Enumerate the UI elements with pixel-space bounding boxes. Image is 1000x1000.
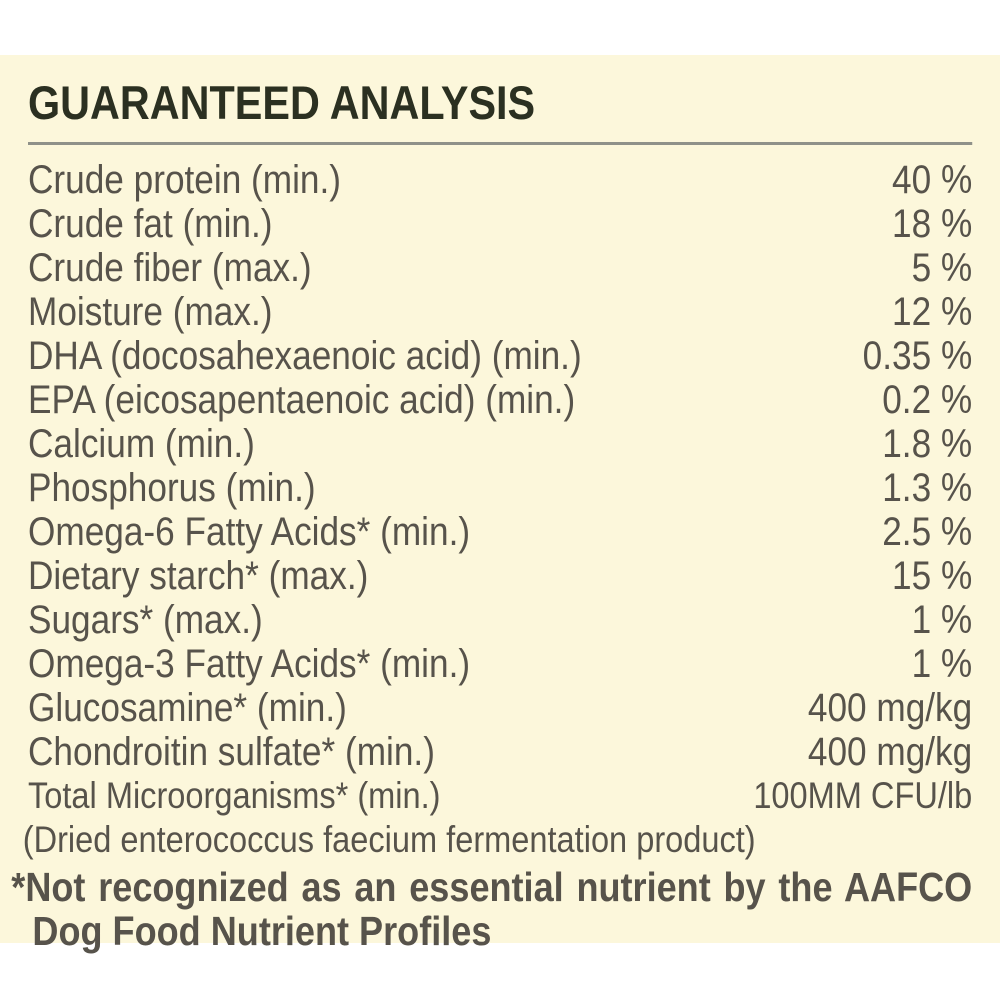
panel-content: GUARANTEED ANALYSIS Crude protein (min.)… bbox=[11, 55, 973, 953]
table-row: Glucosamine* (min.) 400 mg/kg bbox=[28, 686, 972, 730]
title-divider bbox=[28, 142, 973, 145]
nutrient-label: Omega-6 Fatty Acids* (min.) bbox=[28, 510, 471, 554]
nutrient-label: Crude fiber (max.) bbox=[28, 246, 312, 290]
nutrient-label: Omega-3 Fatty Acids* (min.) bbox=[28, 642, 471, 686]
nutrient-label: Calcium (min.) bbox=[28, 422, 255, 466]
nutrient-value: 40 % bbox=[892, 158, 973, 202]
table-row: Total Microorganisms* (min.) 100MM CFU/lb bbox=[28, 774, 972, 818]
aafco-footnote: *Not recognized as an essential nutrient… bbox=[11, 865, 972, 953]
nutrient-label: Sugars* (max.) bbox=[28, 598, 263, 642]
panel-title: GUARANTEED ANALYSIS bbox=[28, 76, 536, 129]
nutrient-value: 400 mg/kg bbox=[807, 730, 973, 774]
table-row: Omega-3 Fatty Acids* (min.) 1 % bbox=[28, 642, 972, 686]
table-row: Crude fat (min.) 18 % bbox=[28, 202, 972, 246]
nutrient-label: Total Microorganisms* (min.) bbox=[28, 775, 441, 816]
nutrient-value: 1.3 % bbox=[882, 466, 973, 510]
nutrient-value: 1.8 % bbox=[882, 422, 973, 466]
table-row: EPA (eicosapentaenoic acid) (min.) 0.2 % bbox=[28, 378, 972, 422]
nutrient-value: 15 % bbox=[892, 554, 973, 598]
table-row: Chondroitin sulfate* (min.) 400 mg/kg bbox=[28, 730, 972, 774]
nutrient-value: 0.2 % bbox=[882, 378, 973, 422]
footnote-line-1: *Not recognized as an essential nutrient… bbox=[11, 864, 973, 910]
nutrient-label: Crude fat (min.) bbox=[28, 202, 273, 246]
nutrient-value: 5 % bbox=[911, 246, 973, 290]
table-row: Phosphorus (min.) 1.3 % bbox=[28, 466, 972, 510]
microorganisms-source-note: (Dried enterococcus faecium fermentation… bbox=[22, 819, 756, 860]
nutrient-value: 12 % bbox=[892, 290, 973, 334]
nutrient-value: 1 % bbox=[911, 642, 973, 686]
nutrient-label: DHA (docosahexaenoic acid) (min.) bbox=[28, 334, 582, 378]
table-row: Sugars* (max.) 1 % bbox=[28, 598, 972, 642]
nutrient-value: 100MM CFU/lb bbox=[753, 775, 973, 816]
nutrient-label: Crude protein (min.) bbox=[28, 158, 342, 202]
nutrient-value: 400 mg/kg bbox=[807, 686, 973, 730]
nutrient-label: Phosphorus (min.) bbox=[28, 466, 316, 510]
table-row: Crude protein (min.) 40 % bbox=[28, 158, 972, 202]
guaranteed-analysis-panel: GUARANTEED ANALYSIS Crude protein (min.)… bbox=[0, 55, 1000, 953]
nutrient-label: Chondroitin sulfate* (min.) bbox=[28, 730, 435, 774]
table-row: Dietary starch* (max.) 15 % bbox=[28, 554, 972, 598]
nutrient-value: 1 % bbox=[911, 598, 973, 642]
table-row: DHA (docosahexaenoic acid) (min.) 0.35 % bbox=[28, 334, 972, 378]
table-row: Crude fiber (max.) 5 % bbox=[28, 246, 972, 290]
nutrient-value: 2.5 % bbox=[882, 510, 973, 554]
nutrient-value: 18 % bbox=[892, 202, 973, 246]
nutrient-label: Dietary starch* (max.) bbox=[28, 554, 369, 598]
table-row: Omega-6 Fatty Acids* (min.) 2.5 % bbox=[28, 510, 972, 554]
nutrient-label: EPA (eicosapentaenoic acid) (min.) bbox=[28, 378, 576, 422]
table-row: Calcium (min.) 1.8 % bbox=[28, 422, 972, 466]
nutrient-value: 0.35 % bbox=[862, 334, 973, 378]
table-row: Moisture (max.) 12 % bbox=[28, 290, 972, 334]
nutrient-label: Moisture (max.) bbox=[28, 290, 273, 334]
footnote-line-2: Dog Food Nutrient Profiles bbox=[32, 908, 492, 954]
nutrient-label: Glucosamine* (min.) bbox=[28, 686, 347, 730]
analysis-table: Crude protein (min.) 40 % Crude fat (min.)… bbox=[28, 158, 972, 818]
